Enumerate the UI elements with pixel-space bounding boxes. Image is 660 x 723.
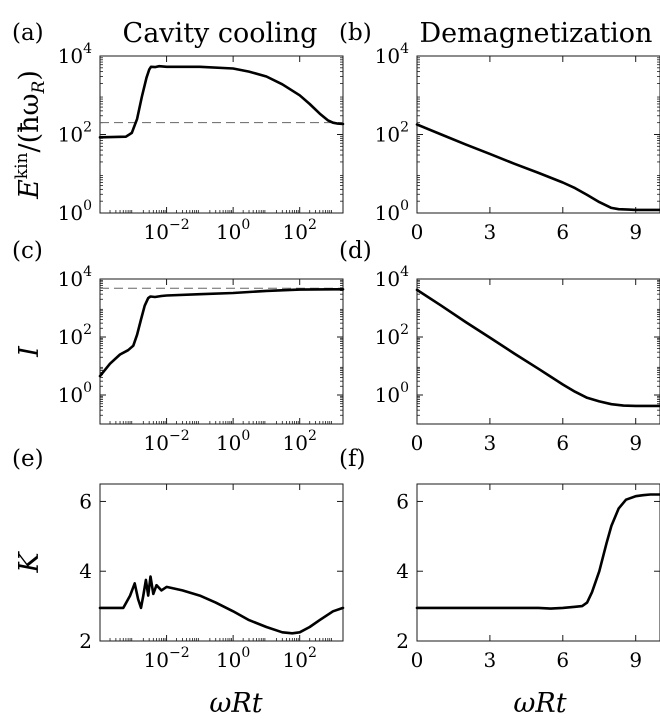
- y-tick-label: 6: [79, 489, 92, 513]
- axes-frame: [416, 278, 660, 425]
- x-tick-label: 10−2: [144, 645, 190, 672]
- y-axis-label: Ekin/(ħωR): [12, 70, 49, 200]
- y-tick-label: 4: [396, 559, 409, 583]
- panel-letter: (c): [12, 238, 43, 264]
- data-series-line: [98, 287, 345, 378]
- panel-e: (e) 2 4 6 10−2 100 102 K: [12, 446, 345, 672]
- y-tick-label: 102: [58, 322, 92, 349]
- y-tick-label: 102: [58, 120, 92, 147]
- panel-letter: (e): [12, 446, 44, 472]
- y-axis-label: K: [14, 551, 45, 574]
- x-axis-label-right: ωRt: [513, 688, 566, 719]
- data-series-line: [98, 64, 345, 139]
- panel-c: (c) 100 102 104 10−2 100 102 I: [12, 238, 345, 455]
- y-tick-label: 100: [375, 380, 409, 407]
- axes-frame: [99, 483, 344, 642]
- y-tick-label: 104: [375, 264, 409, 291]
- y-tick-label: 2: [79, 629, 92, 653]
- x-axis-label-left: ωRt: [209, 688, 262, 719]
- data-series-line: [415, 123, 660, 212]
- x-tick-label: 9: [629, 431, 642, 455]
- x-tick-label: 3: [484, 431, 497, 455]
- x-tick-label: 6: [556, 220, 569, 244]
- x-tick-label: 100: [216, 217, 250, 244]
- axes-frame: [416, 483, 660, 642]
- axes-frame: [416, 55, 660, 214]
- panel-f: (f) 2 4 6 0 3 6 9: [339, 446, 660, 672]
- x-tick-label: 3: [484, 220, 497, 244]
- x-tick-label: 0: [411, 220, 424, 244]
- panel-letter: (b): [339, 20, 372, 46]
- y-tick-label: 102: [375, 120, 409, 147]
- panel-letter: (f): [339, 446, 365, 472]
- data-series-line: [415, 493, 660, 610]
- x-tick-label: 3: [484, 648, 497, 672]
- y-tick-label: 104: [375, 41, 409, 68]
- left-column-title: Cavity cooling: [123, 18, 318, 49]
- axes-frame: [99, 55, 344, 214]
- x-tick-label: 102: [283, 217, 317, 244]
- data-series-line: [98, 575, 345, 635]
- right-column-title: Demagnetization: [420, 18, 653, 49]
- panel-letter: (a): [12, 20, 44, 46]
- y-tick-label: 4: [79, 559, 92, 583]
- x-tick-label: 100: [216, 645, 250, 672]
- y-tick-label: 104: [58, 41, 92, 68]
- y-tick-label: 100: [58, 380, 92, 407]
- panel-d: (d) 100 102 104 0 3 6 9: [339, 238, 660, 455]
- y-tick-label: 100: [58, 198, 92, 225]
- x-tick-label: 102: [283, 428, 317, 455]
- y-tick-label: 2: [396, 629, 409, 653]
- y-tick-label: 6: [396, 489, 409, 513]
- x-tick-label: 6: [556, 648, 569, 672]
- x-tick-label: 10−2: [144, 428, 190, 455]
- y-tick-label: 100: [375, 198, 409, 225]
- y-tick-label: 104: [58, 264, 92, 291]
- x-tick-label: 100: [216, 428, 250, 455]
- x-tick-label: 10−2: [144, 217, 190, 244]
- y-axis-label: I: [14, 345, 45, 358]
- x-tick-label: 6: [556, 431, 569, 455]
- panel-letter: (d): [339, 238, 372, 264]
- x-tick-label: 0: [411, 648, 424, 672]
- data-series-line: [415, 288, 660, 408]
- panel-a: (a) 100 102 104 10−2 100 102 Ekin/(ħωR): [12, 20, 345, 244]
- x-tick-label: 102: [283, 645, 317, 672]
- y-tick-label: 102: [375, 322, 409, 349]
- panel-b: (b) 100 102 104 0 3 6 9: [339, 20, 660, 244]
- axes-frame: [99, 278, 344, 425]
- x-tick-label: 0: [411, 431, 424, 455]
- x-tick-label: 9: [629, 648, 642, 672]
- x-tick-label: 9: [629, 220, 642, 244]
- panels-group: (a) 100 102 104 10−2 100 102 Ekin/(ħωR) (b) 100 10…: [12, 20, 660, 672]
